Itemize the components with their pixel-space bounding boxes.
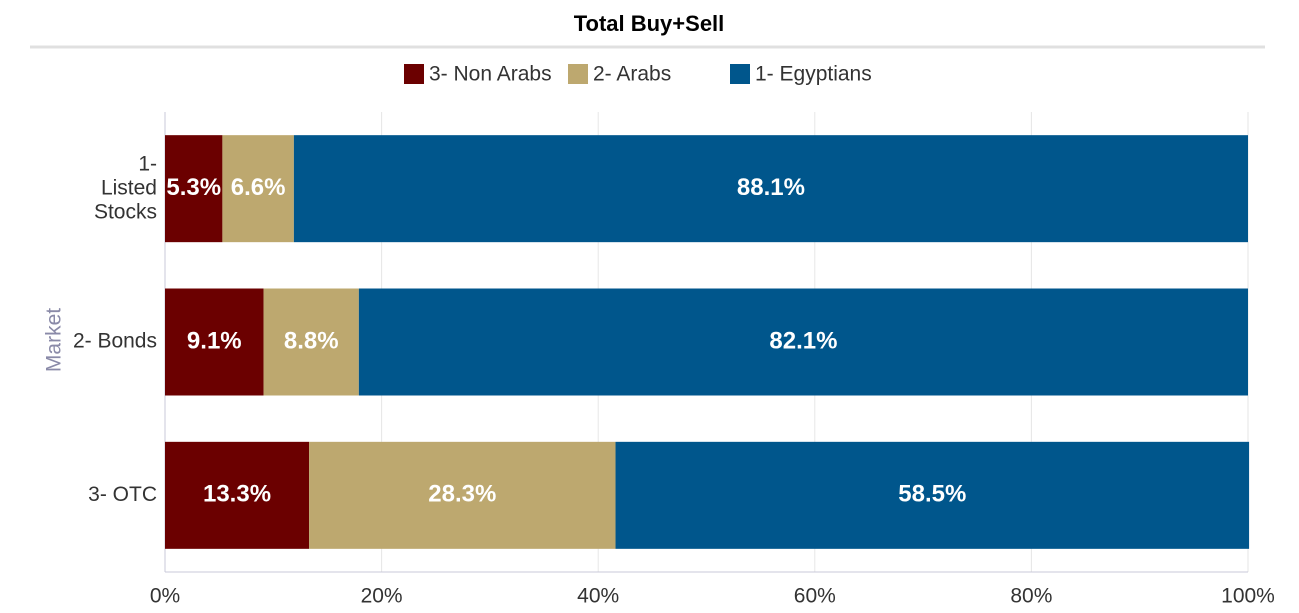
legend-swatch: [568, 64, 588, 84]
x-tick-label: 80%: [1010, 585, 1052, 608]
x-tick-label: 100%: [1221, 585, 1275, 608]
x-tick-label: 40%: [577, 585, 619, 608]
bar-segment: [165, 441, 310, 549]
x-tick-label: 0%: [150, 585, 180, 608]
legend-swatch: [404, 64, 424, 84]
y-axis-label: Market: [43, 308, 66, 372]
legend-label: 1- Egyptians: [755, 63, 872, 86]
data-label: 28.3%: [428, 481, 496, 508]
data-label: 88.1%: [737, 174, 805, 201]
data-label: 82.1%: [769, 327, 837, 354]
bar-segment: [222, 135, 294, 243]
bar-segment: [263, 288, 359, 396]
bar-segment: [358, 288, 1248, 396]
bar-segment: [309, 441, 616, 549]
data-label: 13.3%: [203, 481, 271, 508]
data-label: 6.6%: [231, 174, 286, 201]
bar-segment: [615, 441, 1250, 549]
data-label: 9.1%: [187, 327, 242, 354]
legend-label: 2- Arabs: [593, 63, 671, 86]
legend-label: 3- Non Arabs: [429, 63, 552, 86]
y-tick-label: 2- Bonds: [73, 330, 157, 353]
data-label: 8.8%: [284, 327, 339, 354]
bar-segment: [293, 135, 1248, 243]
legend-swatch: [730, 64, 750, 84]
chart-title: Total Buy+Sell: [574, 11, 725, 36]
bar-segment: [165, 288, 264, 396]
data-label: 5.3%: [166, 174, 221, 201]
x-tick-label: 60%: [794, 585, 836, 608]
y-tick-label: 3- OTC: [88, 483, 157, 506]
x-tick-label: 20%: [361, 585, 403, 608]
data-label: 58.5%: [898, 481, 966, 508]
y-tick-label: 1-Listed Stocks: [94, 152, 157, 223]
bar-segment: [165, 135, 223, 243]
